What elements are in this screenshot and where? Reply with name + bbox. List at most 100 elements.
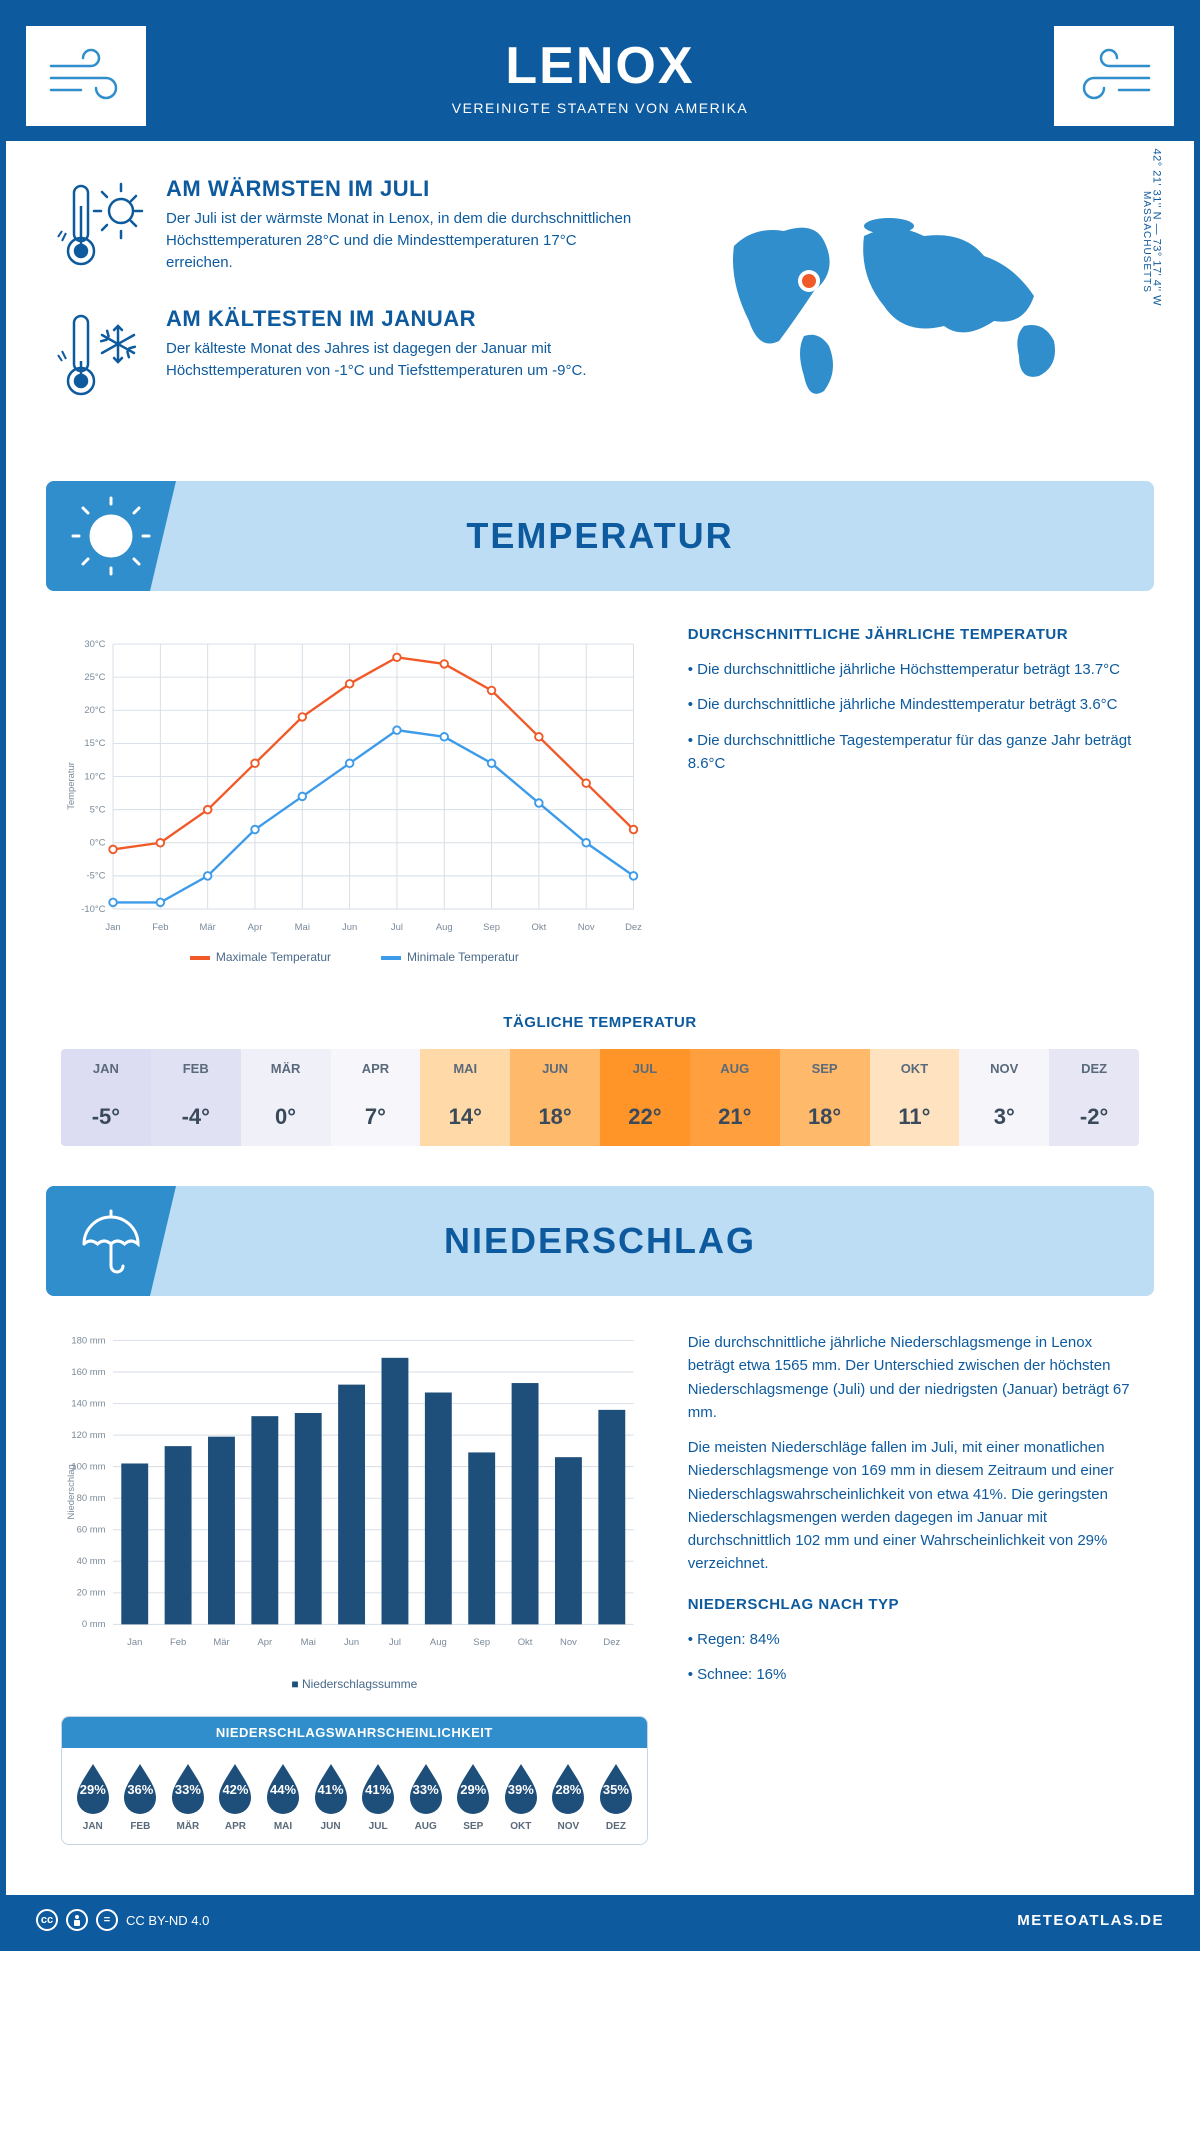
- svg-text:0 mm: 0 mm: [82, 1619, 106, 1630]
- prob-pct: 33%: [403, 1782, 449, 1797]
- daily-cell: MAI14°: [420, 1049, 510, 1146]
- prob-drop: 33%MÄR: [165, 1760, 211, 1832]
- license-text: CC BY-ND 4.0: [126, 1913, 209, 1928]
- prob-drop: 33% AUG: [403, 1760, 449, 1832]
- daily-value: 14°: [420, 1088, 510, 1146]
- svg-text:0°C: 0°C: [90, 838, 106, 849]
- page-footer: cc = CC BY-ND 4.0 METEOATLAS.DE: [6, 1895, 1194, 1945]
- svg-text:60 mm: 60 mm: [77, 1525, 106, 1536]
- svg-text:Feb: Feb: [152, 922, 168, 933]
- daily-cell: OKT11°: [870, 1049, 960, 1146]
- daily-cell: APR7°: [331, 1049, 421, 1146]
- bullet-item: Die durchschnittliche jährliche Mindestt…: [688, 693, 1139, 716]
- prob-drop: 29%JAN: [70, 1760, 116, 1832]
- svg-text:Jan: Jan: [127, 1637, 142, 1648]
- svg-text:140 mm: 140 mm: [71, 1398, 105, 1409]
- svg-text:5°C: 5°C: [90, 804, 106, 815]
- daily-cell: DEZ-2°: [1049, 1049, 1139, 1146]
- precip-prob-box: NIEDERSCHLAGSWAHRSCHEINLICHKEIT 29%JAN36…: [61, 1716, 648, 1845]
- coldest-title: AM KÄLTESTEN IM JANUAR: [166, 306, 633, 332]
- svg-text:Dez: Dez: [625, 922, 642, 933]
- intro-section: AM WÄRMSTEN IM JULI Der Juli ist der wär…: [6, 141, 1194, 471]
- svg-text:15°C: 15°C: [84, 738, 105, 749]
- daily-temp-table: JAN-5°FEB-4°MÄR0°APR7°MAI14°JUN18°JUL22°…: [61, 1049, 1139, 1146]
- daily-value: -4°: [151, 1088, 241, 1146]
- prob-pct: 36%: [118, 1782, 164, 1797]
- prob-month: APR: [213, 1821, 259, 1832]
- bullet-item: Regen: 84%: [688, 1628, 1139, 1651]
- daily-month: SEP: [780, 1049, 870, 1088]
- prob-pct: 41%: [308, 1782, 354, 1797]
- daily-cell: AUG21°: [690, 1049, 780, 1146]
- svg-text:Mai: Mai: [295, 922, 310, 933]
- coldest-fact: AM KÄLTESTEN IM JANUAR Der kälteste Mona…: [56, 306, 633, 406]
- daily-month: MÄR: [241, 1049, 331, 1088]
- prob-month: OKT: [498, 1821, 544, 1832]
- brand: METEOATLAS.DE: [1017, 1912, 1164, 1929]
- daily-cell: JUN18°: [510, 1049, 600, 1146]
- page-title: LENOX: [26, 36, 1174, 96]
- svg-text:Temperatur: Temperatur: [66, 762, 77, 810]
- svg-text:-5°C: -5°C: [86, 871, 105, 882]
- prob-pct: 35%: [593, 1782, 639, 1797]
- precip-row: 0 mm20 mm40 mm60 mm80 mm100 mm120 mm140 …: [6, 1321, 1194, 1865]
- daily-cell: FEB-4°: [151, 1049, 241, 1146]
- prob-month: AUG: [403, 1821, 449, 1832]
- svg-text:Jan: Jan: [105, 922, 120, 933]
- legend-max: Maximale Temperatur: [190, 950, 331, 964]
- coordinates: 42° 21' 31'' N — 73° 17' 4'' W: [1150, 149, 1162, 306]
- svg-text:Jul: Jul: [391, 922, 403, 933]
- svg-text:120 mm: 120 mm: [71, 1430, 105, 1441]
- prob-month: JAN: [70, 1821, 116, 1832]
- coldest-text: Der kälteste Monat des Jahres ist dagege…: [166, 338, 633, 382]
- chart-legend: Maximale Temperatur Minimale Temperatur: [61, 950, 648, 964]
- svg-text:Dez: Dez: [603, 1637, 620, 1648]
- svg-text:Jul: Jul: [389, 1637, 401, 1648]
- umbrella-icon: [46, 1186, 176, 1296]
- prob-month: FEB: [118, 1821, 164, 1832]
- cc-icon: cc: [36, 1909, 58, 1931]
- prob-month: MÄR: [165, 1821, 211, 1832]
- temperature-row: -10°C-5°C0°C5°C10°C15°C20°C25°C30°CJanFe…: [6, 616, 1194, 984]
- daily-value: 7°: [331, 1088, 421, 1146]
- prob-drop: 41%JUL: [355, 1760, 401, 1832]
- svg-text:25°C: 25°C: [84, 672, 105, 683]
- svg-text:Jun: Jun: [342, 922, 357, 933]
- prob-pct: 28%: [546, 1782, 592, 1797]
- svg-text:Okt: Okt: [518, 1637, 533, 1648]
- sun-icon: [46, 481, 176, 591]
- svg-text:20°C: 20°C: [84, 705, 105, 716]
- warmest-fact: AM WÄRMSTEN IM JULI Der Juli ist der wär…: [56, 176, 633, 276]
- prob-drop: 35%DEZ: [593, 1760, 639, 1832]
- daily-value: 22°: [600, 1088, 690, 1146]
- temperature-banner: TEMPERATUR: [46, 481, 1154, 591]
- daily-month: JAN: [61, 1049, 151, 1088]
- temp-bullets: Die durchschnittliche jährliche Höchstte…: [688, 658, 1139, 775]
- precip-banner: NIEDERSCHLAG: [46, 1186, 1154, 1296]
- prob-pct: 39%: [498, 1782, 544, 1797]
- svg-text:Jun: Jun: [344, 1637, 359, 1648]
- prob-pct: 44%: [260, 1782, 306, 1797]
- thermometer-snow-icon: [56, 306, 146, 406]
- precip-p1: Die durchschnittliche jährliche Niedersc…: [688, 1331, 1139, 1424]
- prob-month: JUL: [355, 1821, 401, 1832]
- precip-p2: Die meisten Niederschläge fallen im Juli…: [688, 1436, 1139, 1576]
- daily-cell: JAN-5°: [61, 1049, 151, 1146]
- daily-cell: SEP18°: [780, 1049, 870, 1146]
- prob-pct: 42%: [213, 1782, 259, 1797]
- prob-month: SEP: [450, 1821, 496, 1832]
- prob-title: NIEDERSCHLAGSWAHRSCHEINLICHKEIT: [62, 1717, 647, 1748]
- prob-month: NOV: [546, 1821, 592, 1832]
- prob-drop: 41%JUN: [308, 1760, 354, 1832]
- nd-icon: =: [96, 1909, 118, 1931]
- bar-legend: Niederschlagssumme: [61, 1677, 648, 1691]
- daily-cell: MÄR0°: [241, 1049, 331, 1146]
- prob-drop: 36% FEB: [118, 1760, 164, 1832]
- temperature-line-chart: -10°C-5°C0°C5°C10°C15°C20°C25°C30°CJanFe…: [61, 626, 648, 946]
- page-header: LENOX VEREINIGTE STAATEN VON AMERIKA: [6, 6, 1194, 141]
- daily-value: 11°: [870, 1088, 960, 1146]
- svg-text:Okt: Okt: [532, 922, 547, 933]
- daily-value: 21°: [690, 1088, 780, 1146]
- daily-month: NOV: [959, 1049, 1049, 1088]
- daily-month: DEZ: [1049, 1049, 1139, 1088]
